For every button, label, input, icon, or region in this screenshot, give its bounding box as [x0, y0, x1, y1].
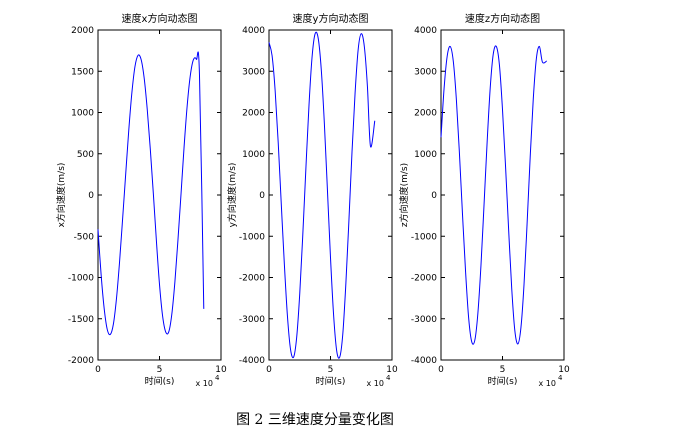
figure-caption: 图 2 三维速度分量变化图: [236, 412, 394, 428]
y-tick-label: -2000: [239, 274, 265, 284]
y-tick-label: -500: [74, 232, 95, 242]
x-exponent-power: 4: [215, 374, 220, 382]
chart-title: 速度x方向动态图: [122, 12, 198, 25]
y-tick-label: 1000: [242, 150, 265, 160]
y-tick-label: 2000: [71, 26, 94, 36]
chart-title: 速度z方向动态图: [465, 12, 540, 25]
axes-box: [440, 29, 565, 361]
y-tick-label: 0: [431, 191, 437, 201]
x-tick-label: 10: [386, 365, 398, 375]
y-tick-label: 1000: [71, 109, 94, 119]
y-tick-label: -1000: [68, 274, 94, 284]
x-tick-label: 5: [157, 365, 163, 375]
x-axis-label: 时间(s): [488, 375, 518, 387]
y-axis-label: y方向速度(m/s): [226, 163, 238, 228]
x-tick-label: 0: [95, 365, 101, 375]
x-exponent-label: x 10: [539, 379, 556, 388]
y-tick-label: 500: [77, 150, 94, 160]
x-axis-label: 时间(s): [316, 375, 346, 387]
chart-panel-2: 速度y方向动态图 -4000 -3000 -2000 -1000 0 1000 2000 300…: [226, 12, 398, 388]
y-tick-label: -4000: [239, 356, 265, 366]
chart-panel-1: 速度x方向动态图 -2000 -1500 -1000 -500 0 500 1000 1500 2…: [55, 12, 227, 388]
y-tick-label: 3000: [414, 67, 437, 77]
y-tick-label: -1000: [239, 232, 265, 242]
y-tick-label: 4000: [414, 26, 437, 36]
chart-title: 速度y方向动态图: [293, 12, 369, 25]
x-tick-label: 0: [438, 365, 444, 375]
y-tick-label: -3000: [239, 315, 265, 325]
y-tick-label: 4000: [242, 26, 265, 36]
x-exponent-label: x 10: [196, 379, 213, 388]
y-tick-label: 2000: [242, 109, 265, 119]
y-tick-label: 2000: [414, 109, 437, 119]
x-tick-label: 10: [558, 365, 570, 375]
y-tick-label: -2000: [68, 356, 94, 366]
x-tick-label: 10: [215, 365, 227, 375]
series-line-1: [268, 31, 376, 359]
axes-box: [97, 29, 222, 361]
y-tick-label: 3000: [242, 67, 265, 77]
y-tick-label: -1500: [68, 315, 94, 325]
y-axis-label: z方向速度(m/s): [398, 163, 410, 227]
series-line-1: [440, 45, 548, 345]
y-tick-label: -3000: [411, 315, 437, 325]
x-tick-label: 0: [266, 365, 272, 375]
x-exponent-label: x 10: [367, 379, 384, 388]
x-tick-label: 5: [500, 365, 506, 375]
y-tick-label: -2000: [411, 274, 437, 284]
x-exponent-power: 4: [386, 374, 391, 382]
y-tick-label: 1500: [71, 67, 94, 77]
y-tick-label: -1000: [411, 232, 437, 242]
x-axis-label: 时间(s): [145, 375, 175, 387]
y-tick-label: -4000: [411, 356, 437, 366]
y-axis-label: x方向速度(m/s): [55, 163, 67, 228]
chart-panel-3: 速度z方向动态图 -4000 -3000 -2000 -1000 0 1000 2000 300…: [398, 12, 570, 388]
x-exponent-power: 4: [558, 374, 563, 382]
y-tick-label: 0: [259, 191, 265, 201]
y-tick-label: 0: [88, 191, 94, 201]
y-tick-label: 1000: [414, 150, 437, 160]
x-tick-label: 5: [328, 365, 334, 375]
series-line-1: [97, 51, 205, 336]
